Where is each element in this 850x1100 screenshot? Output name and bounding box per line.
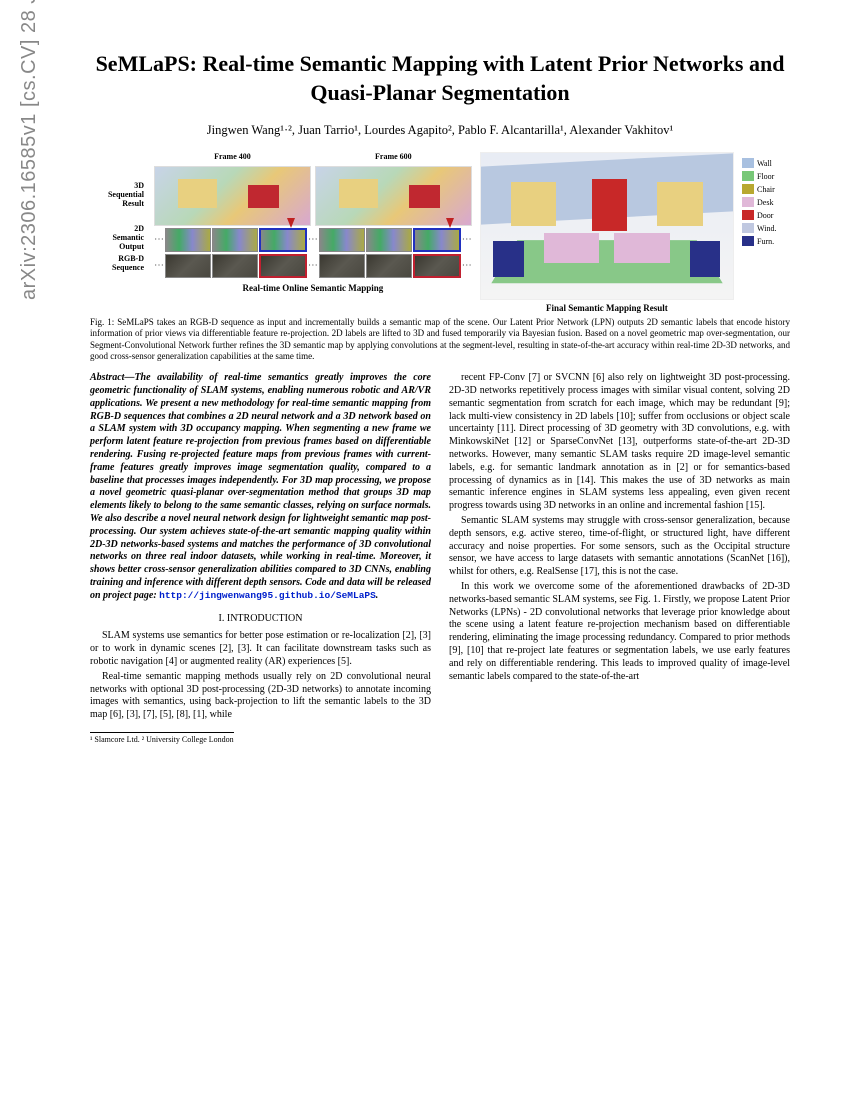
figure-sublabel-left: Real-time Online Semantic Mapping bbox=[154, 283, 472, 293]
legend-item: Chair bbox=[742, 184, 790, 194]
semantic-thumb-row: ⋯ ⋯ ⋯ bbox=[154, 228, 472, 252]
legend-label: Chair bbox=[757, 185, 775, 194]
arxiv-watermark: arXiv:2306.16585v1 [cs.CV] 28 Jun 2023 bbox=[18, 0, 41, 300]
left-column: Abstract—The availability of real-time s… bbox=[90, 372, 431, 747]
figure-1: 3D Sequential Result 2D Semantic Output … bbox=[90, 152, 790, 362]
ellipsis-icon: ⋯ bbox=[308, 228, 318, 252]
right-column: recent FP-Conv [7] or SVCNN [6] also rel… bbox=[449, 372, 790, 747]
label-2d: 2D bbox=[90, 224, 144, 233]
ellipsis-icon: ⋯ bbox=[462, 254, 472, 278]
rgbd-thumb-row: ⋯ ⋯ ⋯ bbox=[154, 254, 472, 278]
abstract-label: Abstract— bbox=[90, 372, 134, 383]
legend-label: Wind. bbox=[757, 224, 776, 233]
legend-label: Door bbox=[757, 211, 773, 220]
arrow-down-icon bbox=[287, 218, 295, 228]
legend-item: Furn. bbox=[742, 236, 790, 246]
abstract-body: The availability of real-time semantics … bbox=[90, 372, 431, 601]
affiliation-footnote: ¹ Slamcore Ltd. ² University College Lon… bbox=[90, 732, 234, 745]
scene-3d-frame-600 bbox=[315, 166, 472, 226]
figure-row-labels: 3D Sequential Result 2D Semantic Output … bbox=[90, 152, 146, 276]
body-paragraph: Semantic SLAM systems may struggle with … bbox=[449, 515, 790, 579]
ellipsis-icon: ⋯ bbox=[154, 254, 164, 278]
label-rgbd: RGB-D bbox=[90, 254, 144, 263]
ellipsis-icon: ⋯ bbox=[154, 228, 164, 252]
author-list: Jingwen Wang¹·², Juan Tarrio¹, Lourdes A… bbox=[90, 123, 790, 138]
body-paragraph: In this work we overcome some of the afo… bbox=[449, 581, 790, 683]
legend-item: Floor bbox=[742, 171, 790, 181]
figure-left-panel: Frame 400 Frame 600 ⋯ ⋯ ⋯ bbox=[154, 152, 472, 293]
ellipsis-icon: ⋯ bbox=[308, 254, 318, 278]
figure-caption: Fig. 1: SeMLaPS takes an RGB-D sequence … bbox=[90, 317, 790, 362]
arrow-down-icon bbox=[446, 218, 454, 228]
label-result: Result bbox=[90, 199, 144, 208]
label-semantic: Semantic bbox=[90, 233, 144, 242]
frame-400-label: Frame 400 bbox=[154, 152, 311, 164]
legend-label: Wall bbox=[757, 159, 772, 168]
two-column-body: Abstract—The availability of real-time s… bbox=[90, 372, 790, 747]
body-paragraph: Real-time semantic mapping methods usual… bbox=[90, 671, 431, 722]
label-sequence: Sequence bbox=[90, 263, 144, 272]
legend-swatch bbox=[742, 223, 754, 233]
legend-swatch bbox=[742, 184, 754, 194]
legend-swatch bbox=[742, 210, 754, 220]
legend-swatch bbox=[742, 158, 754, 168]
final-semantic-map bbox=[480, 152, 734, 300]
section-heading-introduction: I. INTRODUCTION bbox=[90, 613, 431, 626]
legend-label: Floor bbox=[757, 172, 774, 181]
figure-right-panel: Final Semantic Mapping Result bbox=[480, 152, 734, 313]
scene-3d-frame-400 bbox=[154, 166, 311, 226]
legend-label: Furn. bbox=[757, 237, 774, 246]
paper-title: SeMLaPS: Real-time Semantic Mapping with… bbox=[90, 50, 790, 107]
label-sequential: Sequential bbox=[90, 190, 144, 199]
legend-item: Desk bbox=[742, 197, 790, 207]
legend-swatch bbox=[742, 236, 754, 246]
legend-label: Desk bbox=[757, 198, 773, 207]
figure-legend: Wall Floor Chair Desk Door Wind. Furn. bbox=[742, 152, 790, 246]
legend-swatch bbox=[742, 197, 754, 207]
page-content: SeMLaPS: Real-time Semantic Mapping with… bbox=[0, 0, 850, 777]
legend-item: Wind. bbox=[742, 223, 790, 233]
abstract: Abstract—The availability of real-time s… bbox=[90, 372, 431, 602]
body-paragraph: SLAM systems use semantics for better po… bbox=[90, 630, 431, 668]
legend-item: Wall bbox=[742, 158, 790, 168]
legend-swatch bbox=[742, 171, 754, 181]
label-3d: 3D bbox=[90, 181, 144, 190]
figure-sublabel-right: Final Semantic Mapping Result bbox=[480, 303, 734, 313]
project-link[interactable]: http://jingwenwang95.github.io/SeMLaPS bbox=[159, 590, 376, 601]
legend-item: Door bbox=[742, 210, 790, 220]
ellipsis-icon: ⋯ bbox=[462, 228, 472, 252]
body-paragraph: recent FP-Conv [7] or SVCNN [6] also rel… bbox=[449, 372, 790, 513]
frame-600-label: Frame 600 bbox=[315, 152, 472, 164]
